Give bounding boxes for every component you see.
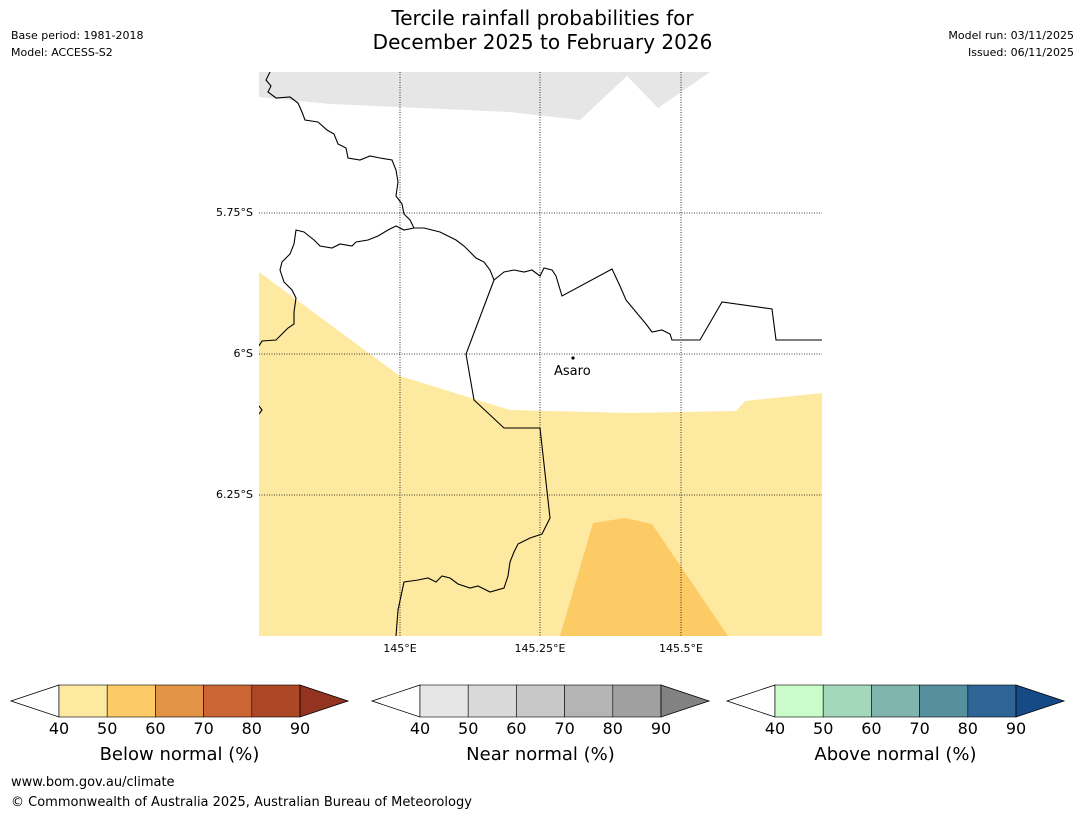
- above-normal-colorbar: [725, 684, 1066, 718]
- near-normal-tick-90: 90: [650, 719, 672, 738]
- below-normal-tick-70: 70: [193, 719, 214, 738]
- lon-label-145-25e: 145.25°E: [514, 642, 566, 655]
- near-normal-colorbar-title: Near normal (%): [466, 744, 615, 765]
- near-normal-tick-40: 40: [409, 719, 431, 738]
- below-normal-extend-low: [9, 684, 60, 718]
- below-normal-tick-40: 40: [48, 719, 70, 738]
- above-normal-tick-50: 50: [813, 719, 834, 738]
- title-line-2: December 2025 to February 2026: [372, 30, 713, 54]
- near-normal-tick-50: 50: [458, 719, 479, 738]
- above-normal-segment-80: [967, 684, 1017, 718]
- below-normal-segment-40: [58, 684, 108, 718]
- above-normal-segment-50: [822, 684, 872, 718]
- below-normal-tick-60: 60: [145, 719, 166, 738]
- model-run: Model run: 03/11/2025: [948, 29, 1074, 42]
- border-north: [265, 72, 415, 229]
- above-normal-segment-70: [919, 684, 969, 718]
- near-normal-extend-high: [660, 684, 711, 718]
- below-normal-tick-50: 50: [97, 719, 118, 738]
- title-line-1: Tercile rainfall probabilities for: [391, 6, 694, 30]
- footer-copyright: © Commonwealth of Australia 2025, Austra…: [11, 795, 472, 810]
- border-fragment-west: [259, 405, 263, 415]
- footer-url: www.bom.gov.au/climate: [11, 775, 175, 790]
- near-normal-segment-80: [612, 684, 662, 718]
- province-borders: [259, 72, 822, 636]
- below-normal-tick-80: 80: [241, 719, 262, 738]
- below-normal-50-60-region: [560, 518, 728, 636]
- above-normal-extend-low: [725, 684, 776, 718]
- chart-title: Tercile rainfall probabilities for Decem…: [0, 6, 1085, 54]
- lon-label-145e: 145°E: [383, 642, 417, 655]
- meta-right: Model run: 03/11/2025 Issued: 06/11/2025: [948, 27, 1074, 61]
- graticule: [259, 72, 822, 636]
- near-normal-tick-70: 70: [554, 719, 575, 738]
- above-normal-segment-40: [774, 684, 824, 718]
- above-normal-extend-high: [1015, 684, 1066, 718]
- near-normal-region: [259, 72, 710, 120]
- below-normal-segment-60: [155, 684, 204, 718]
- above-normal-tick-40: 40: [764, 719, 786, 738]
- lat-label-6-25s: 6.25°S: [216, 488, 253, 501]
- above-normal-tick-80: 80: [957, 719, 978, 738]
- near-normal-extend-low: [370, 684, 421, 718]
- below-normal-extend-high: [299, 684, 350, 718]
- below-normal-segment-80: [251, 684, 301, 718]
- below-normal-colorbar-title: Below normal (%): [99, 744, 260, 765]
- meta-left: Base period: 1981-2018 Model: ACCESS-S2: [11, 27, 143, 61]
- colorbar-layer: [9, 684, 1066, 718]
- near-normal-tick-60: 60: [506, 719, 527, 738]
- base-period: Base period: 1981-2018: [11, 29, 144, 42]
- above-normal-tick-90: 90: [1005, 719, 1027, 738]
- near-normal-segment-60: [516, 684, 565, 718]
- asaro-marker: [571, 356, 575, 360]
- border-south: [395, 279, 551, 636]
- above-normal-colorbar-title: Above normal (%): [814, 744, 977, 765]
- issued-date: Issued: 06/11/2025: [967, 46, 1074, 59]
- lat-label-6s: 6°S: [233, 347, 253, 360]
- above-normal-segment-60: [871, 684, 920, 718]
- below-normal-colorbar: [9, 684, 350, 718]
- near-normal-segment-50: [467, 684, 517, 718]
- near-normal-tick-80: 80: [602, 719, 623, 738]
- above-normal-tick-60: 60: [861, 719, 882, 738]
- lon-label-145-5e: 145.5°E: [659, 642, 703, 655]
- model-name: Model: ACCESS-S2: [11, 46, 113, 59]
- below-normal-tick-90: 90: [289, 719, 311, 738]
- map-panel: [259, 72, 822, 636]
- place-label-asaro: Asaro: [554, 364, 591, 379]
- border-central: [414, 227, 822, 341]
- below-normal-segment-50: [106, 684, 156, 718]
- above-normal-tick-70: 70: [909, 719, 930, 738]
- near-normal-segment-70: [564, 684, 614, 718]
- near-normal-colorbar: [370, 684, 711, 718]
- below-normal-segment-70: [203, 684, 253, 718]
- lat-label-5-75s: 5.75°S: [216, 206, 253, 219]
- border-west: [259, 225, 415, 347]
- near-normal-segment-40: [419, 684, 469, 718]
